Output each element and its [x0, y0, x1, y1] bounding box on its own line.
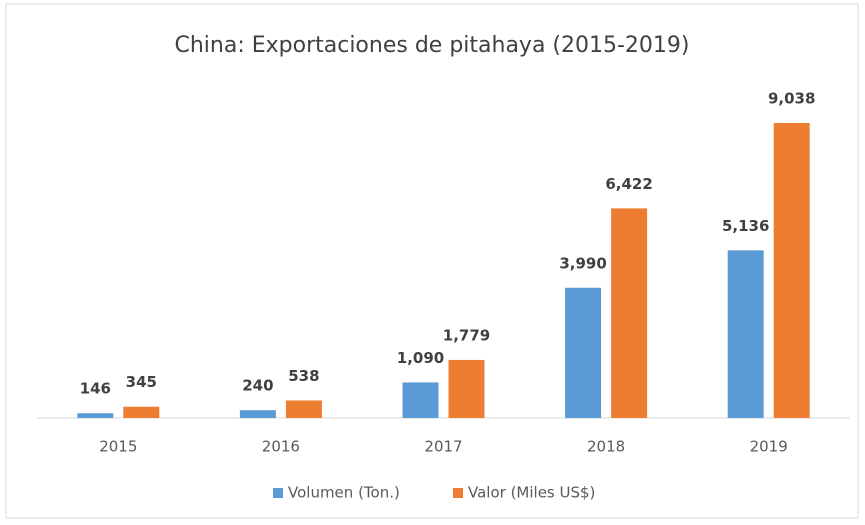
bar — [727, 250, 764, 418]
data-label: 3,990 — [559, 254, 606, 272]
bar — [402, 382, 439, 418]
data-label: 345 — [126, 373, 157, 391]
bar — [611, 208, 648, 418]
x-tick-label: 2017 — [424, 438, 462, 456]
bar — [448, 359, 485, 418]
legend-swatch — [273, 488, 283, 498]
bar — [123, 406, 160, 418]
x-tick-label: 2018 — [587, 438, 625, 456]
data-label: 5,136 — [722, 217, 769, 235]
bar — [565, 287, 602, 418]
data-label: 146 — [80, 380, 111, 398]
legend-swatch — [453, 488, 463, 498]
legend-label: Volumen (Ton.) — [288, 484, 400, 502]
data-label: 1,779 — [443, 326, 490, 344]
x-tick-label: 2015 — [99, 438, 137, 456]
data-label: 9,038 — [768, 90, 815, 108]
legend-label: Valor (Miles US$) — [468, 484, 595, 502]
chart-border — [5, 3, 859, 519]
data-label: 6,422 — [605, 175, 652, 193]
x-tick-label: 2016 — [262, 438, 300, 456]
bar — [285, 400, 322, 418]
chart-title: China: Exportaciones de pitahaya (2015-2… — [174, 33, 689, 58]
bar — [77, 413, 114, 418]
data-label: 240 — [242, 377, 273, 395]
x-tick-label: 2019 — [750, 438, 788, 456]
bar — [239, 410, 276, 418]
bar — [773, 123, 810, 418]
data-label: 1,090 — [397, 349, 444, 367]
data-label: 538 — [288, 367, 319, 385]
